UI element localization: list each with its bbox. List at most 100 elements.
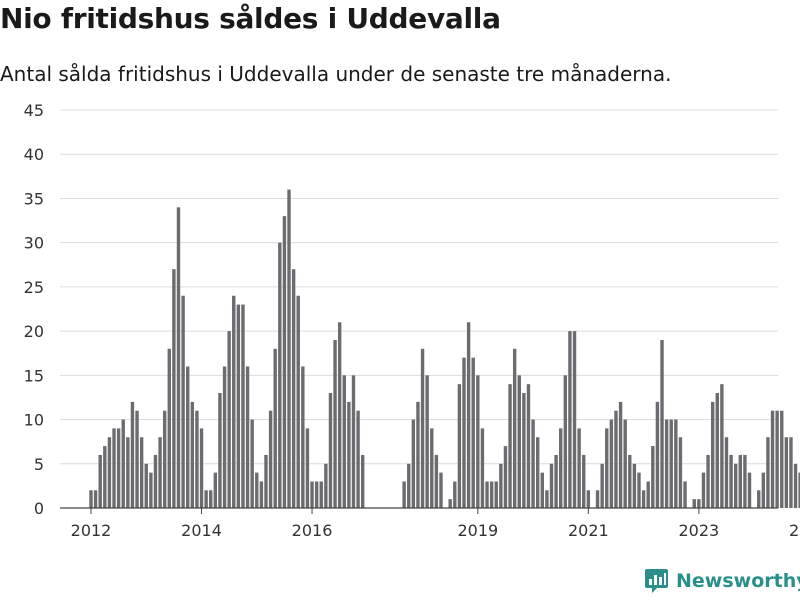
- bar: [167, 348, 171, 508]
- bar: [563, 375, 568, 508]
- bar: [577, 428, 581, 508]
- y-tick-label: 40: [24, 145, 44, 164]
- bar: [720, 384, 724, 508]
- bar: [241, 304, 245, 508]
- bar: [462, 357, 466, 508]
- bar: [287, 189, 291, 508]
- bar: [324, 463, 328, 508]
- bar: [512, 348, 517, 508]
- bar: [264, 454, 268, 508]
- bar: [204, 490, 208, 508]
- bar: [605, 428, 609, 508]
- bar: [149, 472, 153, 508]
- bar: [153, 454, 158, 508]
- bar: [199, 428, 204, 508]
- bar: [660, 339, 664, 508]
- y-tick-label: 45: [24, 101, 44, 120]
- bar: [232, 295, 236, 508]
- bar: [347, 401, 351, 508]
- bar: [618, 401, 623, 508]
- bar: [646, 481, 650, 508]
- bar: [683, 481, 687, 508]
- x-tick-label: 2012: [71, 521, 112, 540]
- bar: [356, 410, 360, 508]
- bar: [301, 366, 305, 508]
- bar: [319, 481, 323, 508]
- bar: [273, 348, 277, 508]
- bar: [489, 481, 494, 508]
- bar: [614, 410, 618, 508]
- bar: [420, 348, 425, 508]
- bar: [103, 446, 107, 508]
- y-tick-label: 0: [34, 499, 44, 518]
- bar: [457, 384, 462, 508]
- bar: [747, 472, 752, 508]
- newsworthy-logo-icon: [645, 569, 668, 593]
- bar: [259, 481, 264, 508]
- bar: [328, 393, 333, 508]
- bar: [186, 366, 190, 508]
- bar: [738, 454, 743, 508]
- bar: [628, 454, 632, 508]
- bar: [757, 490, 761, 508]
- bar: [549, 463, 554, 508]
- bar: [172, 269, 176, 508]
- bar: [310, 481, 314, 508]
- y-tick-label: 10: [24, 411, 44, 430]
- bar: [582, 454, 586, 508]
- bar: [535, 437, 540, 508]
- newsworthy-brand[interactable]: Newsworthy: [644, 568, 800, 594]
- bar: [471, 357, 475, 508]
- bar: [485, 481, 489, 508]
- bar: [107, 437, 112, 508]
- bar: [641, 490, 646, 508]
- bar: [126, 437, 130, 508]
- bar: [314, 481, 319, 508]
- bar: [715, 393, 719, 508]
- bar: [360, 454, 365, 508]
- bar: [402, 481, 406, 508]
- brand-name: Newsworthy: [676, 570, 800, 592]
- x-tick-label: 2023: [679, 521, 720, 540]
- bar: [434, 454, 439, 508]
- bar: [278, 242, 282, 508]
- bar: [480, 428, 485, 508]
- bar: [540, 472, 544, 508]
- bar: [568, 331, 572, 508]
- bar: [710, 401, 715, 508]
- bar: [351, 375, 356, 508]
- chart-subtitle: Antal sålda fritidshus i Uddevalla under…: [0, 62, 672, 86]
- bar: [291, 269, 296, 508]
- bar: [503, 446, 508, 508]
- bar: [282, 216, 287, 508]
- bar: [770, 410, 775, 508]
- bar: [674, 419, 678, 508]
- bar: [724, 437, 729, 508]
- bar: [798, 472, 800, 508]
- bar: [655, 401, 660, 508]
- bar: [517, 375, 521, 508]
- bar: [121, 419, 125, 508]
- bar: [466, 322, 471, 508]
- bar: [250, 419, 254, 508]
- bar: [531, 419, 535, 508]
- bar: [93, 490, 98, 508]
- x-tick-label: 2014: [181, 521, 222, 540]
- bar: [734, 463, 738, 508]
- bar: [766, 437, 770, 508]
- bar: [701, 472, 706, 508]
- bar: [333, 339, 337, 508]
- bar: [789, 437, 793, 508]
- bar: [554, 454, 558, 508]
- bar: [425, 375, 429, 508]
- bar: [218, 393, 222, 508]
- bar: [729, 454, 733, 508]
- x-tick-label: 2016: [292, 521, 333, 540]
- bar: [195, 410, 199, 508]
- y-tick-label: 30: [24, 234, 44, 253]
- y-tick-label: 20: [24, 322, 44, 341]
- bar: [600, 463, 604, 508]
- bar: [526, 384, 531, 508]
- bar: [227, 331, 231, 508]
